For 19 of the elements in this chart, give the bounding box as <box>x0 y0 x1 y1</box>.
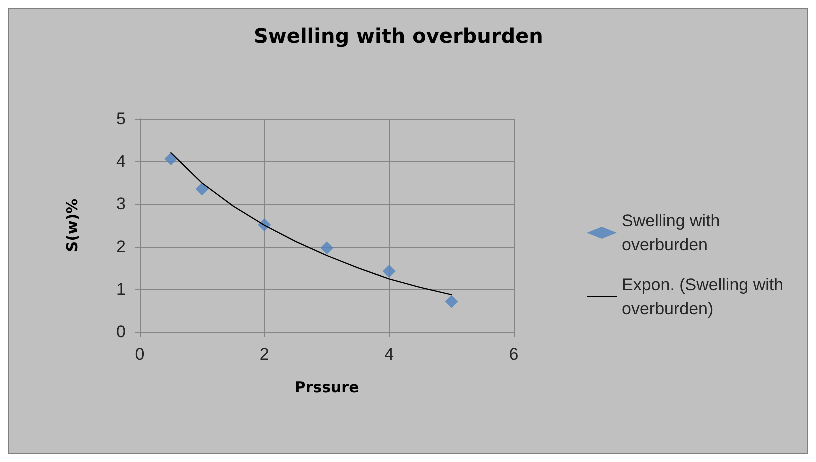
x-tick-label: 4 <box>384 345 394 364</box>
x-tick-label: 0 <box>135 345 145 364</box>
point <box>382 265 396 278</box>
point <box>445 295 458 308</box>
x-axis-title: Prssure <box>294 378 360 396</box>
y-tick-label: 1 <box>116 280 126 299</box>
legend-label: Expon. (Swelling with overburden) <box>622 276 788 318</box>
y-tick-label: 0 <box>116 322 126 342</box>
y-tick-label: 5 <box>116 110 126 128</box>
y-tick-label: 3 <box>116 194 126 214</box>
point <box>196 182 209 196</box>
y-tick-label: 4 <box>116 152 126 172</box>
x-tick-label: 6 <box>509 345 519 364</box>
y-tick-label: 2 <box>116 237 126 256</box>
chart-title: Swelling with overburden <box>254 24 544 48</box>
point <box>320 242 334 255</box>
x-tick-label: 2 <box>260 345 270 364</box>
legend-label: Swelling with overburden <box>622 212 725 254</box>
y-axis-title: S(w)% <box>64 198 82 252</box>
